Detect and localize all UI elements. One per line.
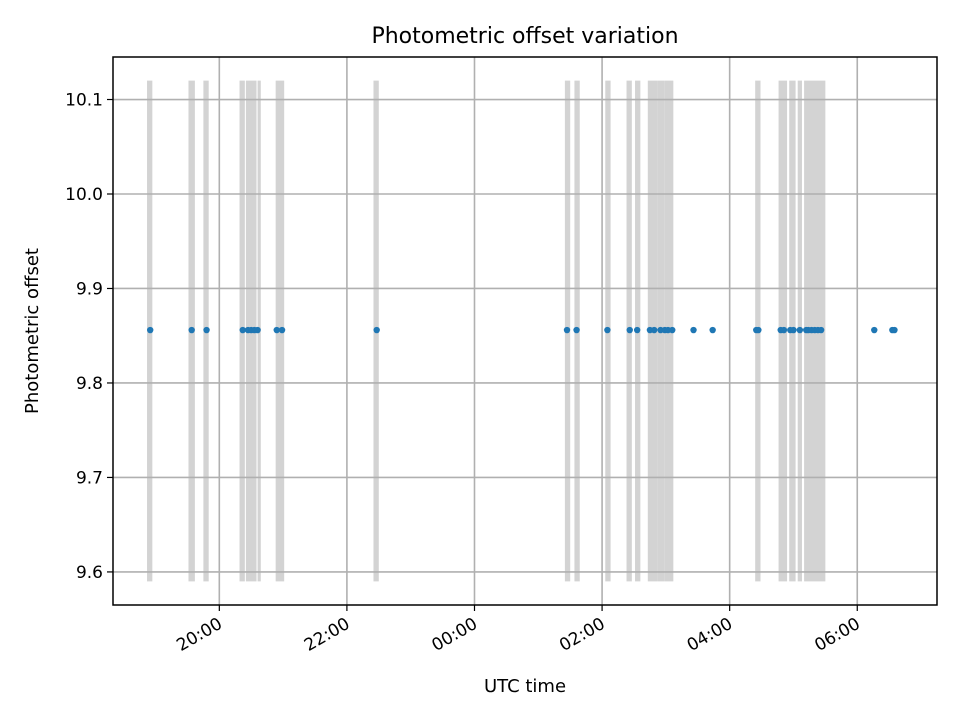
data-point bbox=[147, 326, 154, 334]
data-point bbox=[891, 326, 898, 334]
data-point bbox=[254, 326, 261, 334]
data-point bbox=[563, 326, 571, 334]
data-point bbox=[871, 326, 878, 334]
chart-title: Photometric offset variation bbox=[371, 24, 678, 49]
data-point bbox=[633, 326, 641, 334]
data-point bbox=[755, 326, 762, 334]
data-point bbox=[690, 326, 697, 334]
data-point bbox=[669, 326, 676, 334]
data-point bbox=[790, 326, 797, 334]
data-point bbox=[604, 326, 611, 334]
data-point bbox=[709, 326, 716, 334]
data-point bbox=[273, 326, 280, 334]
data-point bbox=[573, 326, 580, 334]
y-tick-label: 9.8 bbox=[76, 374, 103, 394]
data-point bbox=[780, 326, 788, 334]
data-point bbox=[626, 326, 633, 334]
points-layer bbox=[147, 326, 898, 334]
plot-frame bbox=[112, 56, 938, 606]
data-point bbox=[796, 326, 804, 334]
data-point bbox=[203, 326, 210, 334]
data-point bbox=[188, 326, 195, 334]
y-axis-label: Photometric offset bbox=[22, 248, 43, 414]
y-tick-label: 9.7 bbox=[76, 468, 103, 488]
y-tick-label: 9.9 bbox=[76, 279, 103, 299]
data-point bbox=[817, 326, 825, 334]
y-tick-label: 10.0 bbox=[65, 185, 103, 205]
y-tick-label: 10.1 bbox=[65, 91, 103, 111]
data-point bbox=[239, 326, 246, 334]
data-point bbox=[373, 326, 380, 334]
grid-layer bbox=[113, 57, 937, 605]
data-point bbox=[278, 326, 286, 334]
y-tick-label: 9.6 bbox=[76, 563, 103, 583]
x-axis-label: UTC time bbox=[484, 676, 566, 697]
plot-area bbox=[113, 57, 937, 605]
data-point bbox=[650, 326, 658, 334]
y-axis: 9.6 9.7 9.8 9.9 10.0 10.1 bbox=[65, 91, 113, 583]
